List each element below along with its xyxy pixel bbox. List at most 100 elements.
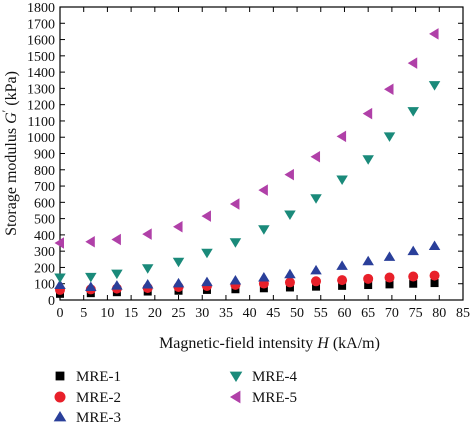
- series-mre-3: [54, 240, 441, 291]
- y-tick-label: 1800: [27, 1, 55, 16]
- data-point: [284, 210, 296, 221]
- data-point: [384, 83, 394, 95]
- data-point: [54, 279, 66, 290]
- y-tick-label: 1300: [27, 82, 55, 97]
- data-point: [201, 276, 213, 287]
- data-point: [284, 268, 296, 279]
- x-tick-label: 45: [266, 306, 280, 321]
- data-point: [409, 279, 418, 288]
- legend-label: MRE-5: [252, 390, 297, 406]
- data-point: [111, 269, 123, 280]
- data-point: [383, 251, 396, 261]
- data-point: [54, 273, 66, 284]
- x-tick-label: 30: [195, 306, 209, 321]
- data-point: [338, 281, 347, 290]
- data-point: [383, 132, 396, 142]
- y-tick-label: 700: [34, 180, 55, 195]
- data-point: [229, 198, 240, 210]
- y-tick-label: 800: [34, 164, 55, 179]
- axes: [59, 6, 464, 301]
- data-point: [311, 276, 322, 287]
- data-point: [362, 255, 374, 266]
- x-tick-label: 80: [432, 306, 446, 321]
- data-point: [363, 273, 374, 284]
- data-point: [201, 210, 211, 222]
- legend-item-mre-5: MRE-5: [229, 390, 297, 406]
- data-point: [111, 280, 123, 290]
- x-tick-label: 75: [409, 306, 423, 321]
- data-point: [428, 240, 441, 250]
- y-tick-label: 500: [34, 213, 55, 228]
- data-points: [54, 28, 441, 298]
- data-point: [407, 57, 418, 69]
- series-mre-5: [54, 28, 439, 249]
- data-point: [430, 279, 439, 288]
- y-tick-label: 600: [34, 196, 55, 211]
- y-tick-label: 900: [34, 148, 55, 163]
- data-point: [407, 245, 419, 256]
- y-tick-label: 1700: [27, 17, 55, 32]
- data-point: [258, 225, 270, 235]
- legend-item-mre-4: MRE-4: [229, 369, 298, 385]
- data-point: [54, 237, 64, 249]
- x-tick-label: 10: [100, 306, 114, 321]
- data-point: [201, 248, 213, 259]
- legend-label: MRE-2: [76, 390, 121, 406]
- legend: MRE-1 MRE-2 MRE-3 MRE-4 MRE-5: [53, 369, 298, 426]
- data-point: [428, 81, 441, 91]
- data-point: [310, 194, 322, 204]
- data-point: [310, 264, 322, 275]
- data-point: [407, 107, 419, 117]
- legend-marker: [53, 410, 67, 422]
- x-tick-label: 50: [290, 306, 304, 321]
- y-tick-label: 100: [34, 278, 55, 293]
- x-tick-label: 55: [314, 306, 328, 321]
- data-point: [285, 283, 294, 292]
- data-point: [229, 274, 242, 285]
- data-point: [429, 28, 439, 40]
- y-tick-label: 1600: [27, 34, 55, 49]
- data-point: [85, 281, 97, 291]
- x-tick-label: 70: [385, 306, 399, 321]
- plot-frame: [59, 6, 464, 301]
- x-tick-label: 15: [124, 306, 138, 321]
- data-point: [337, 275, 348, 286]
- legend-item-mre-3: MRE-3: [53, 410, 121, 426]
- data-point: [362, 155, 374, 165]
- y-tick-label: 400: [34, 229, 55, 244]
- legend-marker: [229, 390, 241, 404]
- x-tick-label: 35: [219, 306, 233, 321]
- x-tick-label: 20: [148, 306, 162, 321]
- data-point: [172, 277, 185, 288]
- data-point: [362, 107, 373, 120]
- x-tick-label: 0: [57, 306, 64, 321]
- y-tick-label: 1000: [27, 131, 55, 146]
- y-tick-label: 0: [48, 294, 55, 309]
- data-point: [172, 257, 185, 268]
- data-point: [408, 271, 419, 282]
- x-tick-label: 25: [172, 306, 186, 321]
- legend-item-mre-1: MRE-1: [55, 369, 121, 385]
- series-mre-2: [55, 270, 440, 295]
- y-tick-label: 1400: [27, 66, 55, 81]
- x-tick-label: 60: [337, 306, 351, 321]
- legend-label: MRE-1: [76, 369, 121, 385]
- x-tick-label: 65: [361, 306, 375, 321]
- y-axis-title: Storage modulus G′ (kPa): [0, 71, 20, 236]
- y-tick-label: 1100: [28, 115, 55, 130]
- data-point: [310, 151, 321, 163]
- data-point: [336, 175, 348, 186]
- data-point: [85, 272, 97, 283]
- data-point: [364, 281, 373, 290]
- x-tick-label: 40: [243, 306, 257, 321]
- data-point: [85, 235, 95, 248]
- data-point: [141, 264, 154, 274]
- legend-marker: [54, 391, 66, 403]
- data-point: [173, 221, 183, 233]
- data-point: [258, 272, 270, 282]
- legend-label: MRE-3: [76, 410, 121, 426]
- legend-item-mre-2: MRE-2: [54, 390, 121, 406]
